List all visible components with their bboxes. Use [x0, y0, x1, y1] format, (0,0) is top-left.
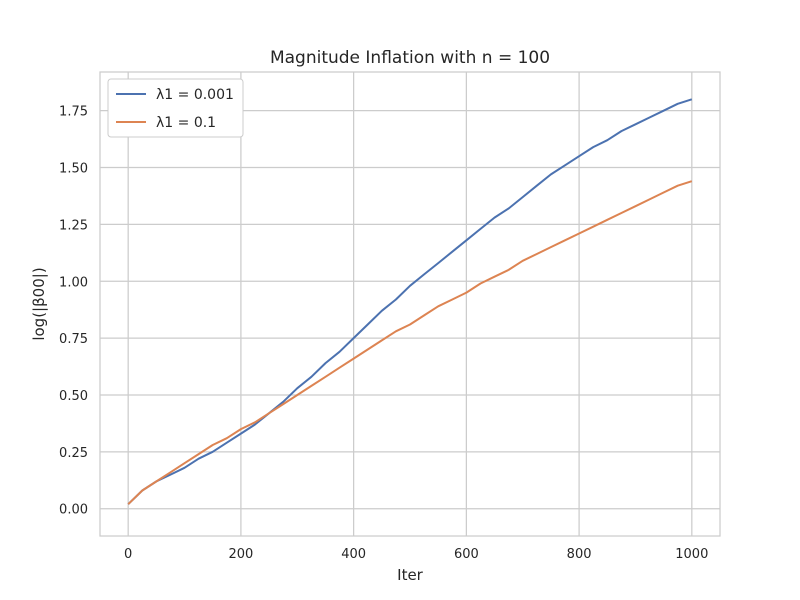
- plot-frame: [99, 71, 721, 537]
- chart-title: Magnitude Inflation with n = 100: [270, 48, 550, 68]
- y-tick-label: 0.50: [59, 389, 88, 404]
- legend-label-series-1: λ1 = 0.001: [156, 87, 234, 103]
- y-tick-label: 1.25: [59, 218, 88, 233]
- y-axis-label: log(|β00|): [30, 267, 48, 340]
- plot-area: [100, 72, 720, 536]
- series-lines: [127, 98, 693, 505]
- legend-label-series-2: λ1 = 0.1: [156, 115, 216, 131]
- y-tick-labels: 0.00 0.25 0.50 0.75 1.00 1.25 1.50 1.75: [59, 105, 88, 518]
- x-tick-label: 600: [454, 547, 479, 562]
- series-line-1: [127, 98, 693, 505]
- x-tick-label: 200: [228, 547, 253, 562]
- y-tick-label: 1.50: [59, 162, 88, 177]
- y-tick-label: 1.75: [59, 105, 88, 120]
- x-axis-label: Iter: [397, 566, 424, 584]
- y-tick-label: 1.00: [59, 275, 88, 290]
- legend: λ1 = 0.001 λ1 = 0.1: [107, 78, 244, 138]
- x-tick-label: 0: [124, 547, 132, 562]
- series-line-2: [127, 180, 693, 505]
- y-tick-label: 0.00: [59, 503, 88, 518]
- x-tick-label: 400: [341, 547, 366, 562]
- x-tick-label: 1000: [675, 547, 708, 562]
- x-tick-label: 800: [567, 547, 592, 562]
- x-tick-labels: 0 200 400 600 800 1000: [124, 547, 708, 562]
- y-tick-label: 0.25: [59, 446, 88, 461]
- y-tick-label: 0.75: [59, 332, 88, 347]
